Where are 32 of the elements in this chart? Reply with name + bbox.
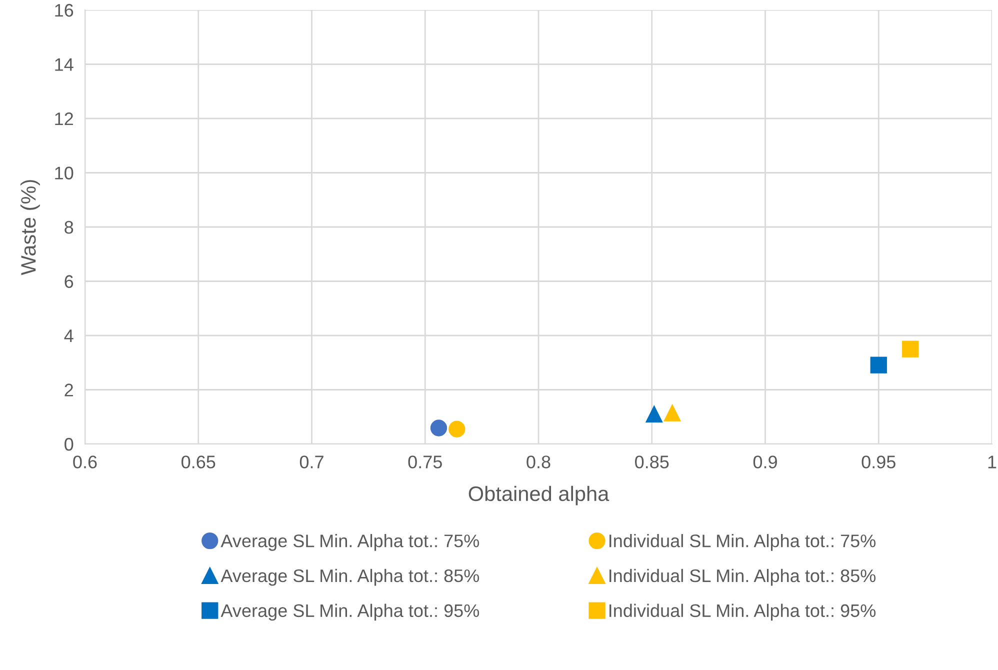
point: [430, 420, 448, 436]
y-tick-label: 0: [64, 438, 74, 451]
x-tick-label: 0.95: [862, 456, 896, 468]
point: [448, 420, 466, 438]
y-tick-label: 12: [55, 112, 73, 126]
x-tick-label: 0.6: [73, 456, 97, 468]
x-tick-label: 0.85: [635, 456, 669, 468]
legend-label: Individual SL Min. Alpha tot.: 85%: [610, 568, 876, 586]
y-tick-label: 2: [64, 384, 73, 396]
x-tick-label: 1: [988, 456, 996, 468]
point: [664, 404, 681, 422]
legend-label: Average SL Min. Alpha tot.: 85%: [220, 568, 480, 586]
legend-label: Average SL Min. Alpha tot.: 75%: [220, 534, 480, 551]
y-tick-label: 8: [64, 220, 74, 234]
x-tick-label: 0.65: [182, 456, 216, 468]
y-tick-label: 4: [64, 330, 74, 342]
y-axis-title: Waste (%): [20, 180, 40, 276]
x-tick-label: 0.7: [300, 456, 324, 468]
legend-label: Average SL Min. Alpha tot.: 95%: [220, 604, 480, 621]
x-tick-label: 0.8: [526, 456, 550, 468]
legend-label: Individual SL Min. Alpha tot.: 95%: [610, 604, 876, 621]
x-tick-label: 0.75: [408, 456, 442, 468]
point: [646, 406, 662, 422]
legend-label: Individual SL Min. Alpha tot.: 75%: [610, 534, 876, 551]
point: [902, 340, 919, 358]
x-tick-label: 0.9: [753, 456, 777, 468]
y-tick-label: 6: [64, 275, 74, 288]
y-tick-label: 14: [55, 58, 74, 71]
y-tick-label: 16: [55, 4, 74, 17]
y-tick-label: 10: [55, 166, 74, 180]
point: [870, 356, 887, 374]
x-axis-title: Obtained alpha: [468, 486, 610, 506]
